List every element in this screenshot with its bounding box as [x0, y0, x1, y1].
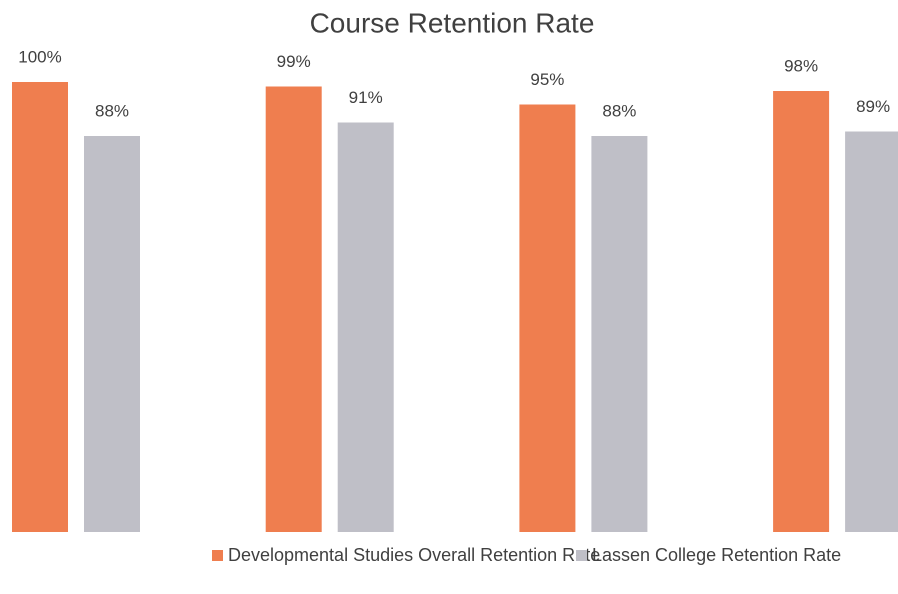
legend-swatch: [212, 550, 223, 561]
chart-title: Course Retention Rate: [310, 7, 595, 38]
legend-label: Lassen College Retention Rate: [592, 545, 841, 565]
data-label: 95%: [530, 70, 564, 89]
data-label: 89%: [856, 97, 890, 116]
bar: [12, 82, 68, 532]
bar: [337, 122, 394, 532]
bar: [845, 131, 898, 532]
bar: [265, 86, 322, 532]
bar: [519, 104, 576, 532]
bar: [591, 136, 648, 532]
bar: [84, 136, 140, 532]
data-label: 88%: [95, 101, 129, 120]
data-label: 98%: [784, 56, 818, 75]
data-label: 99%: [277, 52, 311, 71]
data-label: 91%: [349, 88, 383, 107]
legend-label: Developmental Studies Overall Retention …: [228, 545, 600, 565]
data-label: 88%: [602, 101, 636, 120]
bar: [773, 91, 830, 532]
data-label: 100%: [18, 47, 61, 66]
legend-swatch: [576, 550, 587, 561]
